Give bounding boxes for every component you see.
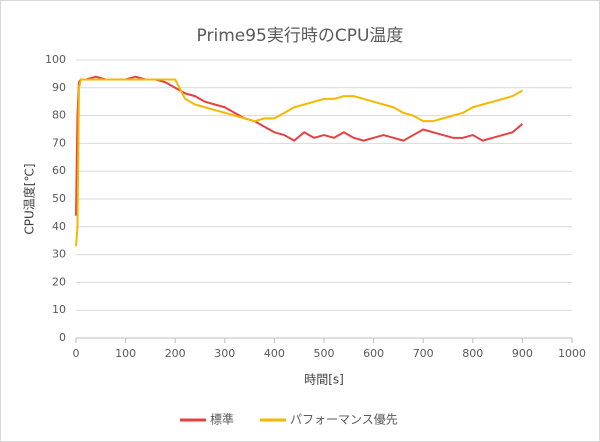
x-tick-label: 900 (512, 347, 533, 360)
legend-label: パフォーマンス優先 (290, 413, 398, 427)
x-tick-label: 200 (165, 347, 186, 360)
y-tick-label: 30 (52, 248, 66, 261)
y-tick-label: 100 (45, 53, 66, 66)
y-tick-label: 50 (52, 192, 66, 205)
x-tick-label: 0 (73, 347, 80, 360)
legend-label: 標準 (210, 412, 234, 427)
x-tick-label: 600 (363, 347, 384, 360)
x-tick-label: 700 (413, 347, 434, 360)
x-tick-label: 400 (264, 347, 285, 360)
y-tick-label: 60 (52, 164, 66, 177)
y-axis-label: CPU温度[℃] (22, 163, 37, 234)
y-tick-label: 40 (52, 220, 66, 233)
x-tick-label: 800 (462, 347, 483, 360)
y-tick-label: 10 (52, 303, 66, 316)
y-tick-label: 20 (52, 275, 66, 288)
x-axis-label: 時間[s] (304, 373, 344, 387)
x-tick-label: 300 (214, 347, 235, 360)
y-tick-label: 70 (52, 136, 66, 149)
x-tick-label: 100 (115, 347, 136, 360)
data-line (75, 78, 523, 247)
x-tick-label: 1000 (558, 347, 586, 360)
y-tick-label: 0 (59, 331, 66, 344)
y-tick-label: 80 (52, 109, 66, 122)
chart-title: Prime95実行時のCPU温度 (197, 26, 404, 46)
y-tick-label: 90 (52, 81, 66, 94)
x-tick-label: 500 (314, 347, 335, 360)
